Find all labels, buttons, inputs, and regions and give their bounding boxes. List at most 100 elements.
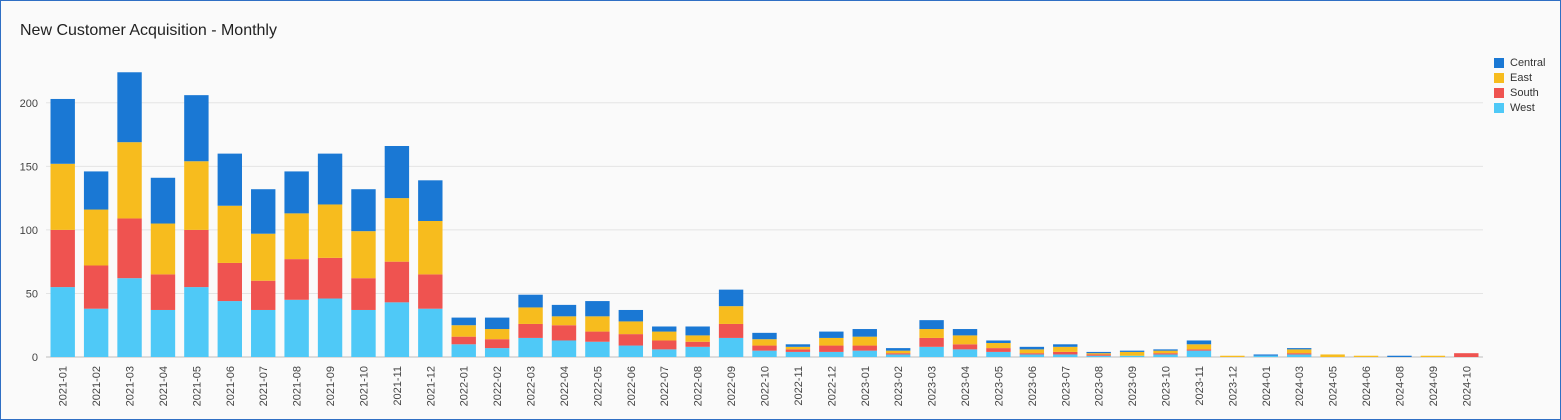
y-tick-label: 50 [26, 288, 38, 300]
bar-segment-east [986, 343, 1011, 349]
bar-segment-west [752, 350, 777, 357]
x-tick-label: 2021-06 [225, 366, 237, 406]
bar-segment-east [50, 163, 75, 230]
bar-segment-central [1053, 344, 1078, 347]
bar-segment-west [217, 301, 243, 357]
bar-segment-east [752, 339, 777, 346]
bar-segment-south [418, 274, 443, 309]
bar-segment-east [484, 329, 510, 340]
bar-segment-west [685, 346, 710, 357]
bar-segment-south [217, 262, 243, 302]
bar-segment-central [752, 332, 777, 340]
bar-segment-central [484, 317, 510, 330]
bar-segment-south [50, 229, 75, 288]
bar-segment-west [150, 309, 176, 357]
x-tick-label: 2022-08 [693, 366, 705, 406]
bar-segment-west [885, 354, 911, 357]
bar-segment-west [1286, 354, 1312, 357]
bar-segment-west [1153, 354, 1178, 357]
bar-segment-east [685, 335, 710, 342]
x-tick-label: 2024-10 [1461, 366, 1473, 406]
x-tick-label: 2022-07 [659, 366, 671, 406]
legend-swatch [1494, 87, 1504, 98]
y-tick-label: 150 [20, 161, 38, 173]
bar-segment-east [551, 316, 577, 326]
legend-item-east[interactable]: East [1494, 70, 1545, 85]
bar-segment-west [384, 302, 410, 357]
x-tick-label: 2024-05 [1328, 366, 1340, 406]
bar-segment-west [1086, 355, 1111, 357]
bar-segment-west [484, 348, 510, 357]
bar-segment-central [1286, 348, 1312, 350]
bar-segment-south [1053, 351, 1078, 355]
bar-segment-central [451, 317, 476, 326]
x-tick-label: 2023-10 [1161, 366, 1173, 406]
bar-segment-south [1153, 353, 1178, 355]
bar-segment-east [1286, 349, 1312, 354]
bar-segment-central [551, 304, 577, 317]
bar-segment-west [50, 287, 75, 357]
bar-segment-east [819, 337, 844, 346]
y-tick-label: 200 [20, 98, 38, 110]
bar-segment-central [618, 309, 644, 322]
x-tick-label: 2024-06 [1361, 366, 1373, 406]
legend-item-south[interactable]: South [1494, 85, 1545, 100]
bar-segment-south [718, 323, 744, 338]
bar-segment-south [551, 325, 577, 341]
x-tick-label: 2021-08 [292, 366, 304, 406]
bar-segment-east [718, 306, 744, 324]
legend-swatch [1494, 102, 1504, 113]
bar-segment-south [317, 257, 343, 299]
bar-segment-central [317, 153, 343, 205]
bar-segment-west [952, 349, 978, 357]
x-tick-label: 2024-03 [1294, 366, 1306, 406]
x-tick-label: 2023-11 [1194, 366, 1206, 406]
bar-segment-central [1253, 354, 1278, 356]
bar-segment-east [919, 329, 944, 338]
bar-segment-east [251, 233, 276, 281]
legend-swatch [1494, 57, 1504, 68]
bar-segment-east [1119, 351, 1145, 356]
bar-segment-east [885, 350, 911, 354]
bar-segment-south [518, 323, 543, 338]
x-tick-label: 2022-12 [826, 366, 838, 406]
bar-segment-east [1353, 355, 1379, 357]
x-tick-label: 2024-09 [1428, 366, 1440, 406]
bar-segment-south [952, 344, 978, 350]
x-tick-label: 2023-04 [960, 366, 972, 406]
bar-segment-central [418, 180, 443, 221]
bar-segment-central [184, 95, 209, 162]
y-tick-label: 100 [20, 225, 38, 237]
bar-segment-west [251, 309, 276, 357]
legend-item-central[interactable]: Central [1494, 55, 1545, 70]
bar-segment-south [150, 274, 176, 310]
bar-segment-central [785, 344, 811, 347]
bar-segment-south [652, 340, 677, 350]
x-tick-label: 2022-03 [526, 366, 538, 406]
bar-segment-south [919, 337, 944, 347]
x-tick-label: 2022-01 [459, 366, 471, 406]
bar-segment-south [685, 341, 710, 347]
legend-label: East [1510, 71, 1533, 84]
bar-segment-south [618, 334, 644, 346]
x-tick-label: 2021-12 [425, 366, 437, 406]
bar-segment-south [752, 345, 777, 351]
bar-segment-east [1420, 355, 1446, 357]
legend-item-west[interactable]: West [1494, 100, 1545, 115]
x-tick-label: 2021-02 [91, 366, 103, 406]
x-tick-label: 2022-05 [592, 366, 604, 406]
bar-segment-central [652, 326, 677, 332]
bar-segment-east [852, 336, 877, 346]
x-tick-label: 2023-12 [1227, 366, 1239, 406]
bar-segment-central [518, 294, 543, 308]
bar-segment-east [451, 325, 476, 337]
bar-segment-central [150, 177, 176, 224]
bar-segment-central [384, 145, 410, 199]
bar-segment-south [451, 336, 476, 345]
bar-segment-west [184, 287, 209, 357]
bar-segment-east [1153, 350, 1178, 354]
bar-segment-east [952, 335, 978, 345]
bar-segment-south [384, 261, 410, 303]
